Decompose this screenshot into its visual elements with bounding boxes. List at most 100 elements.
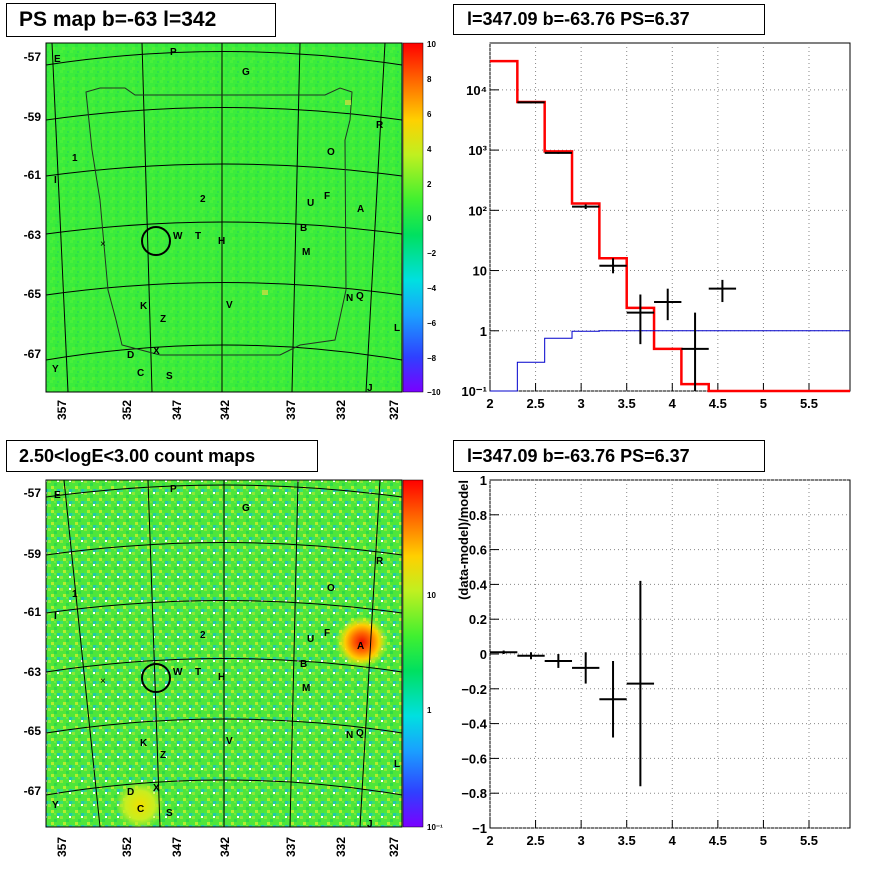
lat-label: -63 <box>24 665 42 679</box>
source-label: Z <box>160 314 166 325</box>
lon-label: 347 <box>170 400 184 420</box>
residual-grid <box>489 479 850 829</box>
colorbar-label: 10 <box>427 40 436 49</box>
x-tick-label: 5.5 <box>800 833 818 848</box>
lat-label: -67 <box>24 347 42 361</box>
lon-label: 337 <box>284 400 298 420</box>
source-label: U <box>307 634 314 645</box>
source-label: Q <box>356 291 364 302</box>
ps-map-area <box>45 42 403 393</box>
source-label: D <box>127 787 134 798</box>
lat-label: -61 <box>24 605 42 619</box>
y-tick-label: 10⁴ <box>466 83 487 98</box>
y-tick-label: 0.8 <box>469 508 487 523</box>
source-label: Z <box>160 750 166 761</box>
source-label: P <box>170 47 177 58</box>
colorbar-label: −2 <box>427 249 437 258</box>
x-tick-label: 5.5 <box>800 396 818 411</box>
lat-label: -57 <box>24 50 42 64</box>
colorbar-label: 2 <box>427 180 432 189</box>
x-tick-label: 3.5 <box>618 396 636 411</box>
count-map-hotspot-a <box>336 616 388 668</box>
source-label: Y <box>52 800 59 811</box>
source-label: Y <box>52 364 59 375</box>
source-label: I <box>54 175 57 186</box>
source-label: 2 <box>200 630 206 641</box>
ps-map-title: PS map b=-63 l=342 <box>6 3 276 37</box>
source-label: G <box>242 503 250 514</box>
residual-marks <box>490 580 655 787</box>
x-tick-label: 4.5 <box>709 833 727 848</box>
lat-label: -59 <box>24 547 42 561</box>
source-label: X <box>153 783 160 794</box>
y-tick-label: −0.8 <box>461 786 487 801</box>
ps-map-selected-source-ring <box>141 226 171 256</box>
x-tick-label: 2.5 <box>527 396 545 411</box>
y-tick-label: −0.2 <box>461 682 487 697</box>
count-map-source-labels: P G E R O 1 I F U A 2 W T H B M K V N Q … <box>52 484 400 830</box>
residual-x-ticks: 2 2.5 3 3.5 4 4.5 5 5.5 <box>486 833 818 848</box>
source-label: H <box>218 236 225 247</box>
source-label: L <box>394 323 400 334</box>
colorbar-label: −6 <box>427 319 437 328</box>
x-tick-label: 4 <box>669 833 677 848</box>
source-label: E <box>54 490 61 501</box>
y-tick-label: 1 <box>480 324 487 339</box>
source-label: F <box>324 191 330 202</box>
count-map-grid: × <box>46 480 402 827</box>
source-label: T <box>195 667 201 678</box>
count-map-colorbar-labels: 10 1 10⁻¹ <box>427 591 443 832</box>
source-label: S <box>166 808 173 819</box>
colorbar-label: 1 <box>427 706 432 715</box>
source-label: Q <box>356 728 364 739</box>
source-label: V <box>226 300 233 311</box>
count-map-lat-labels: -57 -59 -61 -63 -65 -67 <box>24 486 42 798</box>
ps-map-colorbar-labels: 10 8 6 4 2 0 −2 −4 −6 −8 −10 <box>427 40 441 397</box>
svg-text:×: × <box>100 239 106 250</box>
series-1-step-line <box>490 330 850 392</box>
source-label: 1 <box>72 589 78 600</box>
source-label: D <box>127 350 134 361</box>
lon-label: 357 <box>55 400 69 420</box>
spectrum-y-ticks: 10⁻¹ 1 10 10² 10³ 10⁴ <box>461 83 487 399</box>
y-tick-label: 10³ <box>468 143 487 158</box>
x-tick-label: 4 <box>669 396 677 411</box>
colorbar-label: 8 <box>427 75 432 84</box>
x-tick-label: 5 <box>760 396 767 411</box>
spectrum-marks <box>490 59 850 393</box>
source-label: G <box>242 67 250 78</box>
spectrum-frame <box>489 42 851 392</box>
source-label: 2 <box>200 194 206 205</box>
x-tick-label: 4.5 <box>709 396 727 411</box>
source-label: N <box>346 730 353 741</box>
x-tick-label: 2 <box>486 396 493 411</box>
colorbar-label: 10⁻¹ <box>427 823 443 832</box>
x-tick-label: 5 <box>760 833 767 848</box>
source-label: W <box>173 667 183 678</box>
ps-map-source-labels: P G E R O 1 I F U A 2 W T H B M K V N Q … <box>52 47 400 394</box>
residual-y-ticks: −1 −0.8 −0.6 −0.4 −0.2 0 0.2 0.4 0.6 0.8 1 <box>461 473 487 836</box>
lon-label: 342 <box>218 837 232 857</box>
ps-map-lon-labels: 357 352 347 342 337 332 327 <box>55 400 401 420</box>
colorbar-label: −8 <box>427 354 437 363</box>
lat-label: -63 <box>24 228 42 242</box>
count-map-colorbar <box>402 479 424 828</box>
source-label: E <box>54 54 61 65</box>
source-label: O <box>327 147 335 158</box>
spectrum-x-ticks: 2 2.5 3 3.5 4 4.5 5 5.5 <box>486 396 818 411</box>
spectrum-title: l=347.09 b=-63.76 PS=6.37 <box>453 4 765 35</box>
y-tick-label: −0.4 <box>461 717 487 732</box>
source-label: 1 <box>72 153 78 164</box>
source-label: I <box>54 611 57 622</box>
source-label: C <box>137 804 144 815</box>
y-tick-label: 0.6 <box>469 543 487 558</box>
colorbar-label: 6 <box>427 110 432 119</box>
source-label: J <box>367 383 373 394</box>
source-label: V <box>226 736 233 747</box>
source-label: N <box>346 293 353 304</box>
ps-map-colorbar <box>402 42 424 393</box>
source-label: O <box>327 583 335 594</box>
count-map-panel: × P G E R O 1 I F U A 2 W T H B M K V N … <box>24 479 443 857</box>
y-tick-label: 10 <box>473 264 487 279</box>
spectrum-plot: 2 2.5 3 3.5 4 4.5 5 5.5 10⁻¹ 1 10 10² 10³ 10⁴ <box>461 42 851 411</box>
